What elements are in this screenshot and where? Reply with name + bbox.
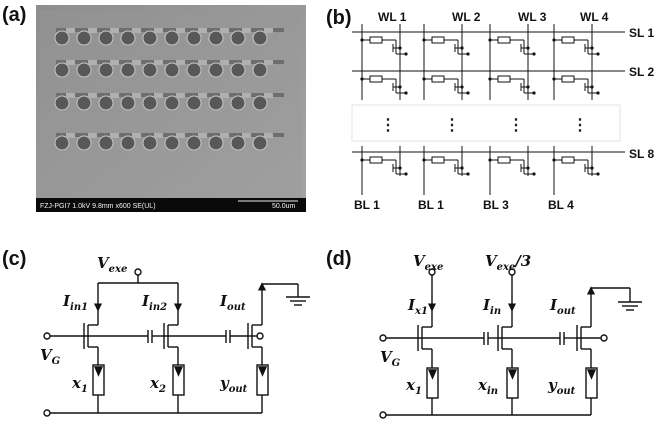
sem-device bbox=[252, 135, 268, 151]
sem-device bbox=[98, 30, 114, 46]
svg-text:Ix1: Ix1 bbox=[407, 296, 428, 317]
sem-image: FZJ-PGI7 1.0kV 9.8mm x600 SE(UL) 50.0um bbox=[36, 5, 306, 212]
svg-text:Vexe/3: Vexe/3 bbox=[485, 252, 531, 273]
ellipsis-4: ⋮ bbox=[572, 117, 588, 134]
crossbar-memristor bbox=[497, 36, 511, 44]
sem-device bbox=[208, 95, 224, 111]
svg-text:yout: yout bbox=[547, 376, 576, 397]
svg-text:Iin1: Iin1 bbox=[62, 292, 88, 313]
panel-label-a: (a) bbox=[2, 4, 26, 26]
sem-device bbox=[208, 62, 224, 78]
word-line-label-3: WL 3 bbox=[518, 10, 547, 24]
svg-text:x1: x1 bbox=[71, 374, 88, 395]
svg-text:VG: VG bbox=[40, 346, 61, 367]
sem-device bbox=[142, 62, 158, 78]
sem-device bbox=[208, 30, 224, 46]
sem-device bbox=[230, 95, 246, 111]
circuit-d bbox=[379, 268, 642, 419]
sem-device bbox=[54, 135, 70, 151]
svg-text:Iout: Iout bbox=[549, 296, 576, 317]
panel-label-b: (b) bbox=[326, 7, 352, 29]
sem-device bbox=[252, 62, 268, 78]
sem-device bbox=[76, 62, 92, 78]
ellipsis-2: ⋮ bbox=[444, 117, 460, 134]
sem-device bbox=[186, 135, 202, 151]
sem-scale-label: 50.0um bbox=[272, 203, 296, 210]
sem-device-array bbox=[54, 28, 284, 151]
sem-device bbox=[164, 30, 180, 46]
sem-device bbox=[164, 95, 180, 111]
crossbar-memristor bbox=[497, 75, 511, 83]
sem-device bbox=[98, 62, 114, 78]
select-line-label-1: SL 1 bbox=[629, 26, 654, 40]
crossbar-memristor bbox=[561, 36, 575, 44]
svg-text:x2: x2 bbox=[149, 374, 166, 395]
crossbar-memristor bbox=[561, 156, 575, 164]
ellipsis-3: ⋮ bbox=[508, 117, 524, 134]
svg-text:Iin2: Iin2 bbox=[141, 292, 167, 313]
svg-text:Vexe: Vexe bbox=[97, 254, 127, 275]
crossbar-memristor bbox=[431, 36, 445, 44]
crossbar-memristor bbox=[369, 75, 383, 83]
circuit-c bbox=[43, 268, 310, 417]
sem-device bbox=[186, 62, 202, 78]
sem-device bbox=[120, 62, 136, 78]
sem-device bbox=[186, 95, 202, 111]
sem-device bbox=[142, 95, 158, 111]
sem-device bbox=[120, 135, 136, 151]
panel-label-d: (d) bbox=[326, 248, 352, 270]
sem-device bbox=[164, 135, 180, 151]
bit-line-label-3: BL 3 bbox=[483, 198, 509, 212]
panel-label-c: (c) bbox=[2, 248, 26, 270]
sem-device bbox=[164, 62, 180, 78]
sem-device bbox=[230, 135, 246, 151]
select-line-label-2: SL 2 bbox=[629, 65, 654, 79]
sem-caption: FZJ-PGI7 1.0kV 9.8mm x600 SE(UL) bbox=[40, 203, 156, 210]
word-line-label-4: WL 4 bbox=[580, 10, 609, 24]
svg-text:xin: xin bbox=[477, 376, 498, 397]
crossbar-memristor bbox=[369, 156, 383, 164]
sem-device bbox=[252, 30, 268, 46]
sem-device bbox=[54, 62, 70, 78]
sem-device bbox=[54, 95, 70, 111]
svg-text:Vexe: Vexe bbox=[413, 252, 443, 273]
sem-device bbox=[230, 30, 246, 46]
word-line-label-1: WL 1 bbox=[378, 10, 407, 24]
sem-device bbox=[76, 30, 92, 46]
sem-device bbox=[230, 62, 246, 78]
svg-text:VG: VG bbox=[380, 348, 401, 369]
sem-device bbox=[208, 135, 224, 151]
sem-device bbox=[142, 30, 158, 46]
sem-device bbox=[142, 135, 158, 151]
bit-line-label-1: BL 1 bbox=[354, 198, 380, 212]
svg-text:Iout: Iout bbox=[219, 292, 246, 313]
crossbar-memristor bbox=[431, 75, 445, 83]
crossbar-memristor bbox=[561, 75, 575, 83]
sem-device bbox=[76, 95, 92, 111]
select-line-label-8: SL 8 bbox=[629, 147, 654, 161]
sem-device bbox=[98, 95, 114, 111]
crossbar-memristor bbox=[431, 156, 445, 164]
sem-device bbox=[120, 95, 136, 111]
sem-device bbox=[120, 30, 136, 46]
crossbar-cells bbox=[360, 24, 600, 195]
svg-text:x1: x1 bbox=[405, 376, 422, 397]
word-line-label-2: WL 2 bbox=[452, 10, 481, 24]
sem-device bbox=[98, 135, 114, 151]
sem-device bbox=[186, 30, 202, 46]
crossbar-memristor bbox=[497, 156, 511, 164]
svg-text:Iin: Iin bbox=[482, 296, 501, 317]
circuit-c-labels: Vexe Iin1 Iin2 Iout VG x1 x2 yout bbox=[40, 254, 248, 395]
sem-device bbox=[54, 30, 70, 46]
sem-device bbox=[252, 95, 268, 111]
ellipsis-1: ⋮ bbox=[380, 117, 396, 134]
circuit-d-labels: Vexe Vexe/3 Ix1 Iin Iout VG x1 xin yout bbox=[380, 252, 576, 397]
sem-device bbox=[76, 135, 92, 151]
crossbar-memristor bbox=[369, 36, 383, 44]
bit-line-label-4: BL 4 bbox=[548, 198, 574, 212]
bit-line-label-2: BL 1 bbox=[418, 198, 444, 212]
svg-text:yout: yout bbox=[219, 374, 248, 395]
crossbar-diagram: WL 1 WL 2 WL 3 WL 4 SL 1 SL 2 SL 8 BL 1 … bbox=[351, 10, 654, 212]
